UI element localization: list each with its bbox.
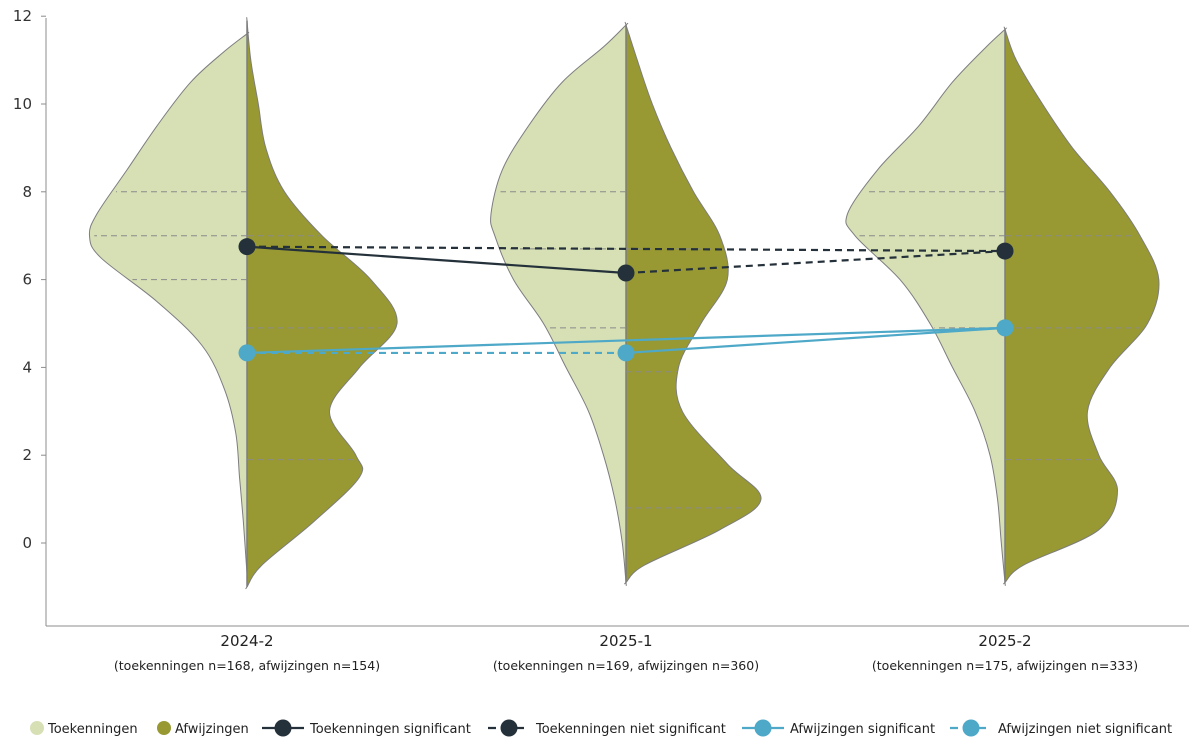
legend-label: Afwijzingen [175, 722, 249, 737]
mean-points [238, 238, 1014, 362]
toekenningen-violin-2025-1 [490, 22, 629, 586]
legend-item: Toekenningen [30, 721, 138, 737]
x-category-label: 2025-1 [599, 632, 652, 650]
y-tick-label: 2 [22, 446, 32, 464]
x-category-sublabel: (toekenningen n=168, afwijzingen n=154) [114, 658, 380, 673]
mean-line-afwijzingen-significant [246, 326, 1006, 355]
y-tick-label: 6 [22, 271, 32, 289]
quartile-lines [94, 191, 1140, 509]
toekenningen-violin-2025-2 [845, 27, 1007, 586]
toekenningen-violin-2024-2 [88, 31, 250, 579]
legend-marker-icon [962, 719, 980, 737]
mean-point-afwijzingen-2025-2 [996, 319, 1014, 337]
x-category-sublabel: (toekenningen n=175, afwijzingen n=333) [872, 658, 1138, 673]
legend-marker-icon [274, 719, 292, 737]
afwijzingen-violin-2025-2 [1003, 26, 1160, 585]
mean-line-toekenningen-niet-significant [625, 249, 1006, 275]
mean-point-afwijzingen-2024-2 [238, 344, 256, 362]
legend-swatch-icon [157, 721, 171, 735]
mean-point-toekenningen-2024-2 [238, 238, 256, 256]
mean-point-toekenningen-2025-1 [617, 264, 635, 282]
x-category-label: 2025-2 [978, 632, 1031, 650]
x-axis-labels: 2024-2 (toekenningen n=168, afwijzingen n… [114, 632, 1138, 673]
x-category-sublabel: (toekenningen n=169, afwijzingen n=360) [493, 658, 759, 673]
legend-item: Afwijzingen [157, 721, 249, 737]
legend-label: Toekenningen niet significant [535, 722, 726, 737]
legend-swatch-icon [30, 721, 44, 735]
legend-marker-icon [500, 719, 518, 737]
y-tick-label: 4 [22, 358, 32, 376]
y-tick-label: 0 [22, 534, 32, 552]
legend-item: Toekenningen niet significant [488, 719, 726, 737]
y-tick-label: 8 [22, 183, 32, 201]
mean-line-toekenningen-niet-significant [246, 245, 1006, 253]
y-tick-label: 12 [13, 7, 32, 25]
violins [88, 17, 1160, 590]
legend-label: Toekenningen [47, 722, 138, 737]
legend-label: Toekenningen significant [309, 722, 471, 737]
mean-line-toekenningen-significant [246, 245, 627, 275]
mean-line-afwijzingen-significant [625, 326, 1006, 355]
mean-lines [246, 245, 1006, 355]
axes: 0 2 4 6 8 10 12 [13, 7, 1189, 627]
legend-item: Toekenningen significant [262, 719, 471, 737]
afwijzingen-violin-2024-2 [245, 17, 398, 590]
legend-item: Afwijzingen niet significant [950, 719, 1172, 737]
mean-point-afwijzingen-2025-1 [617, 344, 635, 362]
mean-point-toekenningen-2025-2 [996, 242, 1014, 260]
legend-label: Afwijzingen niet significant [998, 722, 1172, 737]
legend-item: Afwijzingen significant [742, 719, 935, 737]
x-category-label: 2024-2 [220, 632, 273, 650]
afwijzingen-violin-2025-1 [624, 21, 762, 585]
legend: Toekenningen Afwijzingen Toekenningen sign… [30, 719, 1172, 737]
legend-marker-icon [754, 719, 772, 737]
y-tick-label: 10 [13, 95, 32, 113]
legend-label: Afwijzingen significant [790, 722, 935, 737]
